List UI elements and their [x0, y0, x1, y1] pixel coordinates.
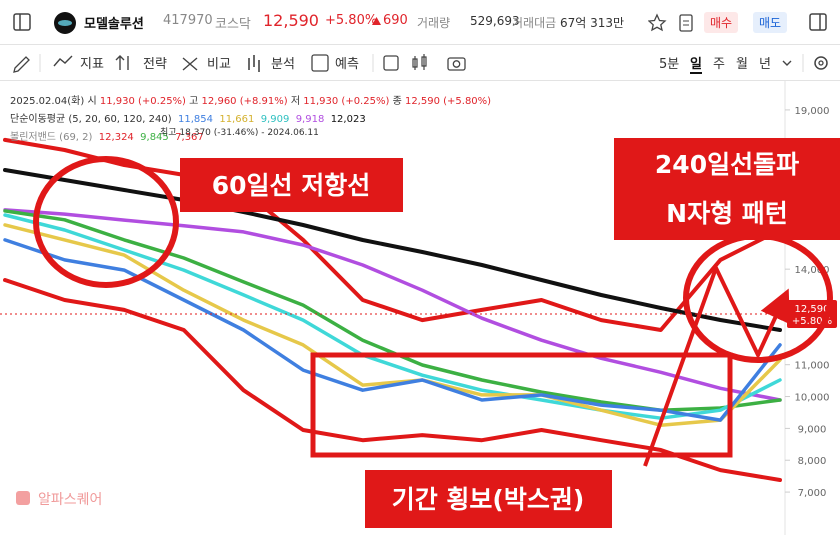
divider	[0, 80, 840, 81]
ma-value: 11,661	[219, 114, 255, 125]
ma-value: 12,023	[330, 114, 366, 125]
bb-value: 7,367	[175, 132, 204, 143]
volume: 529,693	[470, 14, 520, 28]
period-month[interactable]: 월	[736, 57, 748, 72]
bb-value: 12,324	[98, 132, 134, 143]
open: 11,930 (+0.25%)	[99, 96, 186, 107]
ma-value: 9,918	[295, 114, 325, 125]
current-change-label: +5.80%	[792, 316, 832, 327]
series-line	[3, 238, 782, 422]
period-year[interactable]: 년	[759, 57, 771, 72]
volume-label: 거래량	[417, 16, 451, 30]
bb-legend: 볼린저밴드 (69, 2) 12,324 9,845 7,367	[10, 128, 204, 143]
low-label: 저	[290, 96, 301, 107]
series-line	[3, 137, 782, 332]
tool-indicator[interactable]: 지표	[80, 57, 104, 72]
y-tick-label: 10,000	[795, 393, 830, 404]
date: 2025.02.04(화)	[10, 96, 85, 107]
current-price-label: 12,590	[795, 304, 830, 315]
ma-value: 9,909	[260, 114, 290, 125]
stock-name: 모델솔루션	[84, 17, 144, 32]
high-label: 고	[189, 96, 199, 107]
period-week[interactable]: 주	[713, 57, 725, 72]
amount-label: 거래대금	[512, 16, 557, 30]
y-tick-label: 7,000	[798, 488, 827, 499]
period-5min[interactable]: 5분	[659, 57, 680, 72]
panel-icon[interactable]	[808, 12, 828, 32]
close-label: 종	[392, 96, 402, 107]
y-tick-label: 19,000	[795, 106, 830, 117]
change: 690	[383, 13, 408, 28]
y-tick-label: 9,000	[798, 424, 827, 435]
high-note: 최고 18,370 (-31.46%) - 2024.06.11	[160, 128, 319, 138]
bb-value: 9,845	[140, 132, 169, 143]
sidebar-icon[interactable]	[12, 12, 32, 32]
toolbar-icons	[13, 54, 828, 73]
market: 코스닥	[215, 17, 251, 32]
ma-value: 11,854	[177, 114, 213, 125]
tool-forecast[interactable]: 예측	[335, 57, 359, 72]
tool-strategy[interactable]: 전략	[143, 57, 167, 72]
y-tick-label: 11,000	[795, 361, 830, 372]
close: 12,590 (+5.80%)	[404, 96, 492, 107]
sell-button[interactable]: 매도	[753, 12, 788, 33]
logo	[54, 12, 76, 34]
amount: 67억 313만	[560, 16, 625, 30]
up-icon	[372, 17, 381, 25]
tool-compare[interactable]: 비교	[207, 57, 231, 72]
ohlc-legend: 2025.02.04(화) 시 11,930 (+0.25%) 고 12,960…	[10, 92, 491, 107]
bb-label: 볼린저밴드 (69, 2)	[10, 132, 93, 143]
high: 12,960 (+8.91%)	[201, 96, 288, 107]
price: 12,590	[263, 11, 319, 30]
period-day[interactable]: 일	[690, 53, 702, 74]
header-icons[interactable]	[648, 13, 708, 33]
buy-button[interactable]: 매수	[704, 12, 739, 33]
ma-legend: 단순이동평균 (5, 20, 60, 120, 240) 11,854 11,6…	[10, 110, 366, 125]
y-tick-label: 14,000	[795, 265, 830, 276]
stock-code: 417970	[163, 13, 213, 28]
divider	[0, 44, 840, 45]
open-label: 시	[87, 96, 97, 107]
change-pct: +5.80%	[325, 13, 378, 28]
y-tick-label: 8,000	[798, 456, 827, 467]
tool-analysis[interactable]: 분석	[271, 57, 295, 72]
low: 11,930 (+0.25%)	[303, 96, 390, 107]
ma-label: 단순이동평균 (5, 20, 60, 120, 240)	[10, 114, 172, 125]
